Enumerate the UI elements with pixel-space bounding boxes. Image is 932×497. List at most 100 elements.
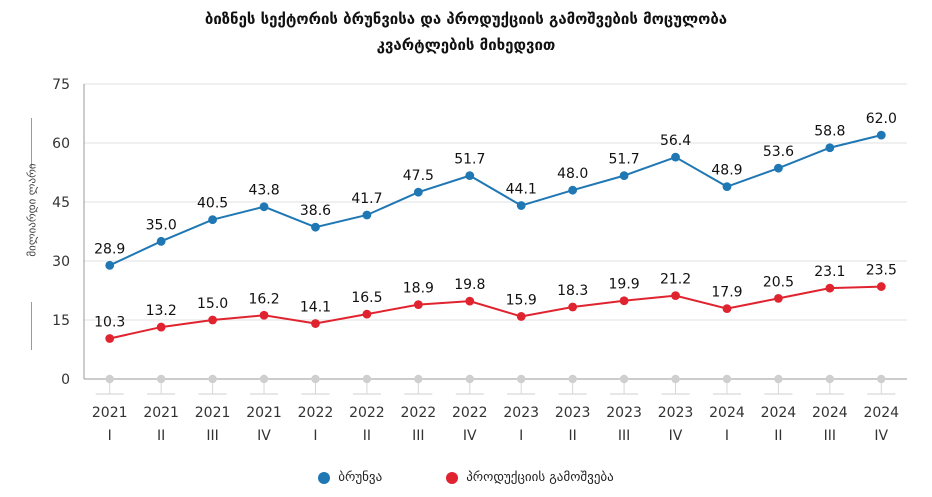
- data-point-turnover: [876, 130, 886, 140]
- baseline-marker: [362, 374, 372, 384]
- x-tick-label-quarter: III: [412, 428, 424, 444]
- data-point-production: [156, 322, 166, 332]
- data-label-production: 21.2: [660, 272, 691, 288]
- data-label-production: 23.5: [866, 263, 897, 279]
- data-label-turnover: 62.0: [866, 111, 897, 127]
- data-label-turnover: 51.7: [454, 152, 485, 168]
- x-tick-label-year: 2023: [555, 405, 591, 421]
- data-point-production: [362, 309, 372, 319]
- chart-title-line-2: კვარტლების მიხედვით: [376, 36, 556, 54]
- data-label-production: 15.0: [197, 296, 228, 312]
- data-label-production: 10.3: [94, 314, 125, 330]
- x-tick-label-quarter: II: [157, 428, 165, 444]
- x-tick-label-year: 2022: [349, 405, 385, 421]
- x-tick-label-year: 2021: [246, 405, 282, 421]
- series-line-production: [109, 285, 882, 340]
- data-point-production: [208, 315, 217, 325]
- data-point-production: [259, 310, 269, 320]
- baseline-marker: [259, 374, 269, 384]
- data-label-production: 16.2: [248, 291, 279, 307]
- data-label-production: 19.8: [454, 277, 485, 293]
- data-point-turnover: [774, 163, 783, 173]
- legend-item-production: პროდუქციის გამოშვება: [446, 470, 614, 485]
- data-point-production: [671, 291, 680, 301]
- y-axis-label-rule-top: [31, 118, 32, 168]
- legend-item-turnover: ბრუნვა: [318, 470, 382, 485]
- data-point-turnover: [619, 171, 629, 181]
- data-point-turnover: [722, 182, 732, 192]
- baseline-marker: [465, 374, 474, 384]
- data-point-production: [876, 282, 886, 291]
- data-label-production: 23.1: [814, 264, 845, 280]
- data-point-production: [311, 319, 320, 328]
- x-tick-label-quarter: IV: [463, 428, 477, 444]
- data-label-turnover: 40.5: [197, 196, 228, 212]
- data-point-turnover: [825, 143, 835, 153]
- x-tick-label-year: 2024: [812, 405, 848, 421]
- baseline-marker: [105, 374, 114, 384]
- x-tick-label-quarter: II: [363, 428, 371, 444]
- x-tick-label-quarter: I: [519, 428, 523, 444]
- data-point-production: [722, 304, 732, 313]
- baseline-marker: [208, 374, 217, 384]
- x-tick-label-quarter: I: [313, 428, 317, 444]
- line-chart: 015304560752021I2021II2021III2021IV2022I…: [52, 77, 907, 444]
- data-label-production: 20.5: [763, 274, 794, 290]
- x-tick-label-year: 2024: [761, 405, 797, 421]
- x-tick-label-year: 2023: [606, 405, 642, 421]
- baseline-marker: [311, 374, 320, 384]
- data-label-turnover: 41.7: [351, 191, 382, 207]
- x-tick-label-year: 2024: [863, 405, 899, 421]
- data-label-turnover: 48.0: [557, 166, 588, 182]
- x-tick-label-year: 2023: [503, 405, 539, 421]
- y-tick-label: 45: [52, 195, 70, 211]
- x-tick-label-year: 2021: [143, 405, 179, 421]
- baseline-marker: [156, 374, 166, 384]
- chart-title-line-1: ბიზნეს სექტორის ბრუნვისა და პროდუქციის გ…: [204, 10, 728, 28]
- x-tick-label-quarter: III: [618, 428, 630, 444]
- baseline-marker: [568, 374, 577, 384]
- x-tick-label-year: 2021: [195, 405, 231, 421]
- x-tick-label-year: 2022: [401, 405, 437, 421]
- data-label-production: 18.3: [557, 283, 588, 299]
- data-label-turnover: 44.1: [506, 182, 537, 198]
- data-point-production: [413, 300, 423, 310]
- data-point-turnover: [156, 236, 166, 246]
- x-tick-label-quarter: IV: [874, 428, 888, 444]
- x-tick-label-year: 2024: [709, 405, 745, 421]
- data-point-production: [619, 296, 629, 306]
- baseline-marker: [825, 374, 835, 384]
- y-axis-label-rule-bottom: [31, 302, 32, 350]
- data-point-turnover: [362, 210, 372, 220]
- data-label-production: 17.9: [711, 285, 742, 301]
- baseline-marker: [414, 374, 423, 384]
- baseline-marker: [619, 374, 629, 384]
- data-point-production: [105, 334, 115, 343]
- data-point-production: [825, 283, 835, 293]
- baseline-marker: [517, 374, 526, 384]
- data-label-turnover: 51.7: [609, 152, 640, 168]
- data-label-turnover: 53.6: [763, 144, 794, 160]
- legend-marker-turnover: [318, 471, 331, 484]
- data-label-turnover: 58.8: [814, 124, 845, 140]
- baseline-marker: [774, 374, 783, 384]
- data-label-turnover: 48.9: [711, 163, 742, 179]
- baseline-marker: [722, 374, 732, 384]
- data-point-production: [465, 296, 475, 306]
- data-label-production: 19.9: [609, 277, 640, 293]
- data-point-turnover: [208, 215, 217, 225]
- x-tick-label-year: 2022: [452, 405, 488, 421]
- data-label-turnover: 35.0: [146, 217, 177, 233]
- y-tick-label: 15: [52, 313, 70, 329]
- data-label-production: 15.9: [506, 292, 537, 308]
- x-tick-label-quarter: IV: [669, 428, 683, 444]
- x-tick-label-quarter: II: [569, 428, 577, 444]
- y-tick-label: 30: [52, 254, 70, 270]
- x-tick-label-quarter: I: [725, 428, 729, 444]
- data-label-turnover: 43.8: [248, 183, 279, 199]
- data-label-production: 13.2: [146, 303, 177, 319]
- data-point-turnover: [105, 260, 115, 270]
- data-point-turnover: [413, 187, 423, 197]
- data-label-production: 16.5: [351, 290, 382, 306]
- baseline-marker: [671, 374, 680, 384]
